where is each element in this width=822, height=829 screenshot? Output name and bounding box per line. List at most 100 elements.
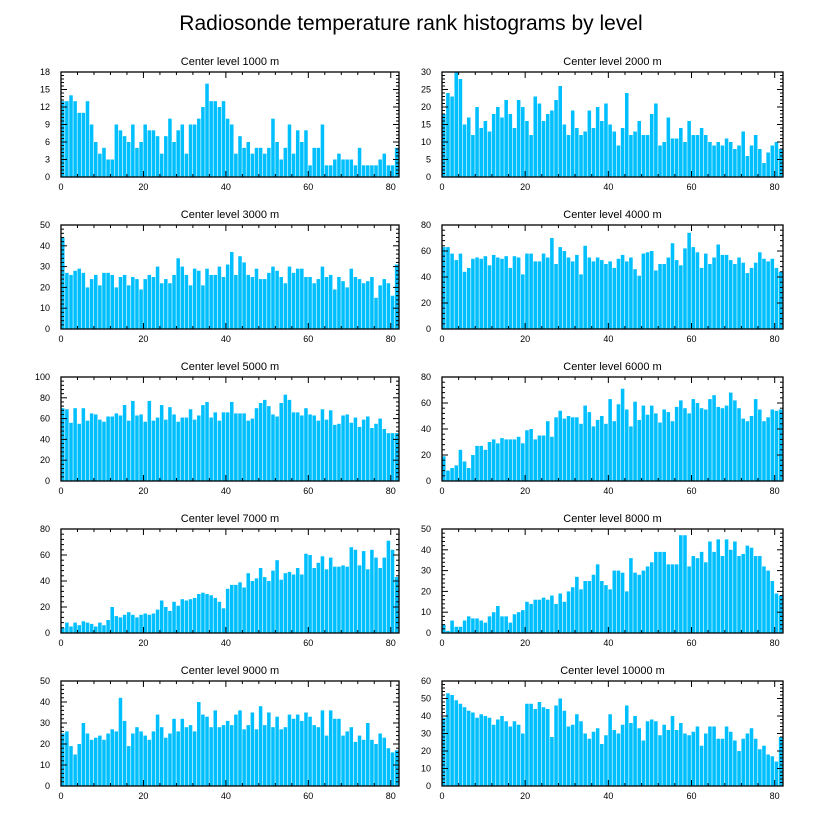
bar: [658, 145, 662, 177]
bar: [378, 733, 382, 786]
panel-title: Center level 4000 m: [563, 209, 661, 221]
bar: [262, 399, 267, 481]
bar: [566, 135, 571, 177]
bar: [300, 720, 304, 786]
bar: [483, 121, 488, 177]
bar: [168, 733, 172, 786]
bar: [533, 439, 538, 481]
bar: [155, 417, 160, 481]
bar: [687, 121, 691, 177]
y-tick-label: 60: [40, 550, 50, 560]
bar: [533, 599, 538, 633]
bar: [683, 535, 687, 633]
bar: [666, 412, 671, 481]
bar: [139, 731, 143, 786]
bar: [73, 101, 77, 177]
y-tick-label: 15: [40, 85, 50, 95]
bar: [562, 710, 567, 786]
bar: [176, 605, 180, 633]
bar: [442, 717, 446, 786]
bar: [168, 610, 172, 633]
bar: [587, 412, 592, 481]
bar: [591, 426, 596, 481]
bar: [390, 165, 395, 177]
bar: [126, 746, 131, 786]
y-tick-label: 50: [40, 676, 50, 686]
y-tick-label: 10: [421, 607, 431, 617]
bar: [221, 277, 226, 329]
bar: [508, 114, 513, 177]
x-tick-label: 60: [687, 182, 697, 192]
bar: [716, 406, 721, 481]
bar: [250, 277, 255, 329]
bar: [450, 253, 454, 329]
bar: [529, 703, 533, 786]
bar: [446, 630, 450, 633]
bar: [624, 705, 629, 786]
bar: [758, 556, 762, 633]
bar: [724, 539, 729, 633]
bar: [703, 253, 708, 329]
bar: [131, 400, 135, 481]
bar: [131, 614, 135, 633]
bar: [370, 549, 374, 633]
bar: [679, 265, 683, 329]
bar: [579, 589, 583, 633]
bar: [737, 257, 741, 329]
bar: [741, 418, 745, 481]
bar: [242, 262, 246, 329]
bar: [155, 609, 160, 633]
bar: [114, 731, 119, 786]
bar: [496, 443, 500, 481]
y-tick-label: 0: [45, 781, 50, 791]
bar: [608, 589, 612, 633]
bar: [575, 128, 579, 177]
bar: [291, 153, 296, 177]
bar: [65, 409, 69, 481]
bar: [766, 417, 770, 481]
bar: [382, 279, 387, 329]
bar: [106, 733, 110, 786]
bar: [778, 595, 783, 633]
bar: [662, 264, 666, 329]
bar: [458, 626, 463, 633]
bar: [205, 594, 209, 633]
bar: [475, 445, 479, 481]
bar: [591, 731, 596, 786]
plot-frame: [60, 680, 400, 787]
bar: [143, 279, 147, 329]
x-tick-label: 80: [770, 486, 780, 496]
bar: [670, 243, 675, 329]
bar: [712, 726, 716, 786]
bar: [258, 403, 263, 481]
bar: [164, 279, 168, 329]
y-tick-label: 20: [421, 450, 431, 460]
bar: [770, 258, 775, 329]
bar: [139, 414, 143, 481]
bar: [155, 714, 160, 786]
bar: [279, 277, 283, 329]
panel-10: Center level 10000 m 0 20 40 60 80 0 10 20 30 40 50…: [421, 665, 784, 801]
x-tick-label: 20: [138, 182, 148, 192]
bar: [378, 568, 382, 633]
bar: [188, 599, 193, 633]
bar: [620, 254, 625, 329]
bar: [654, 551, 658, 633]
bar: [633, 269, 637, 329]
bar: [361, 283, 366, 329]
bar: [238, 256, 242, 329]
bar: [81, 621, 86, 633]
bar: [770, 756, 775, 786]
bar: [139, 289, 143, 329]
bar: [691, 399, 696, 481]
bar: [753, 556, 758, 633]
bar: [541, 597, 546, 633]
bar: [73, 754, 77, 786]
bar: [341, 565, 345, 633]
bar: [217, 107, 222, 177]
bar: [708, 726, 712, 786]
bar: [295, 412, 300, 481]
bar: [703, 733, 708, 786]
bar: [205, 83, 209, 177]
bar: [126, 612, 131, 633]
